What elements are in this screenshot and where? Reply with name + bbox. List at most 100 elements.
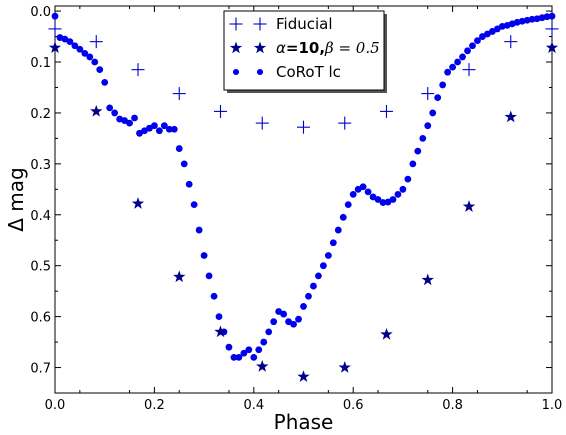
dot-point bbox=[225, 343, 233, 351]
star-point bbox=[90, 104, 103, 117]
plot-area bbox=[48, 12, 559, 382]
star-point bbox=[338, 361, 351, 373]
dot-point bbox=[185, 180, 193, 188]
x-tick-label: 0.0 bbox=[45, 398, 66, 413]
dot-point bbox=[86, 53, 94, 61]
dot-point bbox=[290, 320, 297, 328]
y-tick-label: 0.0 bbox=[30, 5, 51, 20]
dot-point bbox=[295, 315, 302, 323]
y-tick-label: 0.3 bbox=[30, 158, 51, 173]
legend-beta: β = 0.5 bbox=[324, 39, 380, 57]
dot-point bbox=[339, 213, 347, 221]
dot-point bbox=[111, 109, 119, 117]
plus-point bbox=[545, 22, 559, 36]
legend-label-model: α=10,β = 0.5 bbox=[276, 39, 380, 57]
dot-point bbox=[310, 282, 317, 290]
dot-point bbox=[414, 147, 422, 155]
star-point bbox=[131, 197, 145, 209]
dot-point bbox=[66, 38, 74, 46]
dot-point bbox=[429, 109, 437, 117]
dot-point bbox=[51, 12, 59, 20]
dot-point bbox=[71, 42, 79, 50]
plus-point bbox=[255, 116, 269, 130]
dot-point bbox=[210, 292, 218, 300]
legend-marker-plus bbox=[253, 17, 267, 31]
dot-point bbox=[126, 119, 133, 127]
y-axis-label: Δ mag bbox=[4, 167, 28, 231]
dot-point bbox=[155, 127, 163, 135]
dot-point bbox=[91, 58, 99, 66]
dot-point bbox=[399, 185, 407, 193]
dot-point bbox=[439, 81, 447, 89]
plus-point bbox=[214, 104, 228, 118]
dot-point bbox=[76, 45, 84, 53]
star-point bbox=[380, 327, 393, 340]
dot-point bbox=[349, 191, 357, 198]
dot-point bbox=[424, 122, 432, 130]
y-tick-label: 0.4 bbox=[30, 209, 51, 224]
dot-point bbox=[548, 12, 556, 20]
plus-point bbox=[379, 104, 393, 118]
dot-point bbox=[469, 42, 476, 50]
star-point bbox=[504, 110, 517, 123]
legend-marker-dot bbox=[232, 68, 240, 76]
dot-point bbox=[235, 353, 243, 361]
dot-point bbox=[364, 188, 372, 196]
plus-point bbox=[338, 116, 352, 130]
dot-point bbox=[180, 160, 188, 168]
y-tick-label: 0.7 bbox=[30, 362, 51, 377]
plus-point bbox=[462, 63, 476, 77]
plot-frame bbox=[54, 5, 553, 394]
y-tick-label: 0.2 bbox=[30, 107, 51, 122]
star-point bbox=[214, 325, 227, 338]
dot-point bbox=[543, 13, 551, 21]
dot-point bbox=[434, 94, 442, 102]
dot-point bbox=[449, 63, 456, 71]
x-tick-label: 1.0 bbox=[542, 398, 563, 413]
x-tick-label: 0.8 bbox=[442, 398, 463, 413]
dot-point bbox=[409, 160, 417, 168]
axes: 0.0 0.2 0.4 0.6 0.8 1.0 0.0 0.1 0.2 0.3 0.4 0.5 0.6 0… bbox=[4, 5, 562, 434]
dot-point bbox=[245, 346, 253, 354]
plus-point bbox=[504, 35, 518, 49]
x-tick-label: 0.6 bbox=[343, 398, 364, 413]
star-point bbox=[256, 360, 269, 372]
dot-point bbox=[474, 37, 481, 45]
plus-point bbox=[131, 63, 145, 77]
dot-point bbox=[300, 303, 307, 310]
legend-marker-star bbox=[253, 41, 267, 54]
plus-point bbox=[89, 35, 103, 49]
star-point bbox=[297, 370, 310, 382]
legend-alpha-value: =10, bbox=[286, 39, 325, 57]
dot-point bbox=[374, 196, 382, 203]
dot-point bbox=[170, 125, 178, 133]
dot-point bbox=[101, 78, 109, 86]
dot-point bbox=[344, 201, 352, 208]
plus-point bbox=[421, 87, 435, 101]
x-tick-label: 0.4 bbox=[243, 398, 264, 413]
legend-label-fiducial: Fiducial bbox=[276, 15, 333, 33]
star-point bbox=[462, 200, 476, 212]
dot-point bbox=[151, 122, 158, 130]
dot-point bbox=[265, 328, 273, 336]
dot-point bbox=[81, 49, 89, 57]
legend: Fiducial α=10,β = 0.5 CoRoT lc bbox=[223, 10, 387, 93]
dot-point bbox=[255, 346, 263, 354]
dot-point bbox=[459, 53, 466, 61]
dot-point bbox=[106, 104, 114, 112]
dot-point bbox=[175, 145, 183, 152]
plus-point bbox=[297, 120, 310, 134]
dot-point bbox=[205, 272, 213, 280]
dot-point bbox=[528, 15, 536, 23]
dot-point bbox=[131, 114, 138, 122]
star-point bbox=[173, 270, 186, 283]
dot-point bbox=[394, 191, 402, 198]
dot-point bbox=[230, 353, 238, 361]
dot-point bbox=[464, 47, 471, 55]
legend-marker-star bbox=[229, 41, 243, 54]
plus-point bbox=[48, 22, 62, 36]
legend-marker-plus bbox=[229, 17, 243, 31]
dot-point bbox=[329, 239, 337, 247]
star-point bbox=[545, 41, 559, 54]
series-dot bbox=[51, 12, 556, 361]
